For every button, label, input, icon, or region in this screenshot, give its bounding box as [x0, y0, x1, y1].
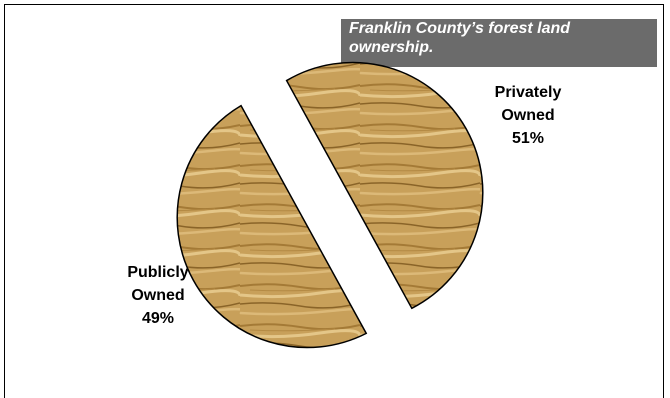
pie-slice-public	[176, 104, 368, 349]
chart-title: Franklin County’s forest land ownership.	[341, 19, 657, 67]
slice-label-public-line1: Publicly	[127, 264, 188, 281]
slice-value-public: 49%	[142, 310, 174, 327]
slice-value-private: 51%	[512, 130, 544, 147]
slice-label-public-line2: Owned	[131, 287, 184, 304]
pie-slice-private	[285, 61, 484, 310]
slice-label-private-line1: Privately	[495, 84, 562, 101]
chart-frame	[4, 4, 664, 398]
slice-label-private-line2: Owned	[501, 107, 554, 124]
